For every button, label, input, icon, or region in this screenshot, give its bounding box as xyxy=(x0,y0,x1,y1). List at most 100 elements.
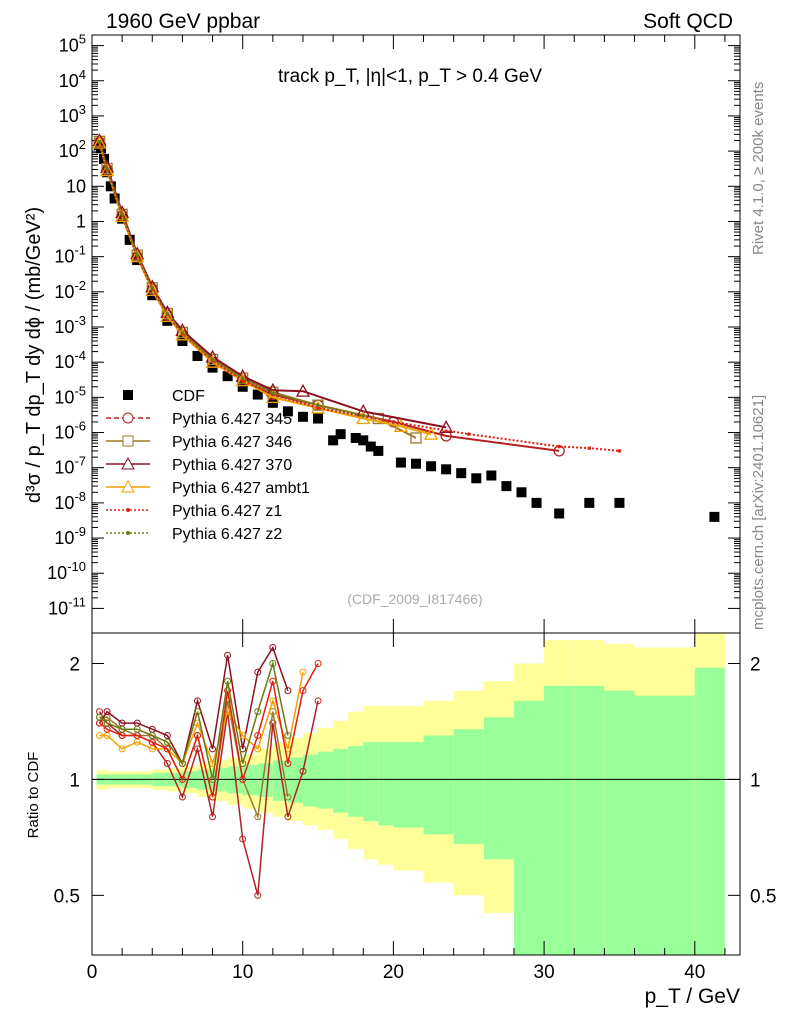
ratio-band-inner xyxy=(318,751,334,809)
cdf-point xyxy=(124,234,135,245)
main-panel: track p_T, |η|<1, p_T > 0.4 GeV (CDF_200… xyxy=(23,32,741,634)
ratio-point xyxy=(163,732,171,740)
mc-point xyxy=(145,283,160,297)
mc-point xyxy=(316,403,320,407)
main-y-ticks: 10-1110-1010-910-810-710-610-510-410-310… xyxy=(47,32,740,618)
ratio-point xyxy=(269,659,277,667)
cdf-point xyxy=(486,470,497,481)
mc-point xyxy=(180,330,185,335)
ratio-band-inner xyxy=(393,742,424,828)
ratio-point xyxy=(269,644,277,652)
mc-point xyxy=(617,449,622,453)
ratio-series-4 xyxy=(96,659,322,801)
ratio-band-inner xyxy=(423,735,454,835)
cdf-point xyxy=(313,413,324,424)
ratio-point xyxy=(178,775,186,783)
ratio-point xyxy=(133,738,141,746)
main-plot-frame xyxy=(91,34,741,634)
ratio-series-group xyxy=(96,644,322,899)
cdf-point xyxy=(584,497,595,508)
cdf-point xyxy=(358,435,369,446)
ratio-point xyxy=(254,732,262,740)
ratio-point xyxy=(209,745,217,753)
mc-point xyxy=(295,383,311,397)
ratio-point xyxy=(284,759,292,767)
mc-point xyxy=(356,411,371,425)
ratio-y-axis-label: Ratio to CDF xyxy=(25,752,42,839)
legend: CDF Pythia 6.427 345 Pythia 6.427 346 Pythi… xyxy=(106,388,310,543)
mc-point xyxy=(130,249,145,263)
mc-point xyxy=(466,432,471,436)
mc-point xyxy=(271,391,275,396)
mc-point xyxy=(310,400,326,414)
ratio-band-inner xyxy=(513,700,545,955)
main-series-group xyxy=(92,133,720,522)
legend-item: Pythia 6.427 346 xyxy=(106,434,292,451)
ratio-band-inner xyxy=(634,695,695,955)
main-y-tick-label: 10-9 xyxy=(54,524,86,548)
legend-marker xyxy=(122,412,134,424)
ratio-point xyxy=(209,775,217,783)
main-y-tick-label: 105 xyxy=(59,32,86,56)
legend-item: CDF xyxy=(123,388,205,405)
ratio-point xyxy=(299,687,307,695)
ratio-y-tick-label: 1 xyxy=(69,770,80,791)
main-y-tick-label: 10-11 xyxy=(48,594,86,618)
ratio-point xyxy=(254,668,262,676)
ratio-point xyxy=(299,767,307,775)
ratio-line xyxy=(99,671,304,766)
x-axis-label: p_T / GeV xyxy=(645,985,740,1008)
legend-label: Pythia 6.427 345 xyxy=(172,411,292,428)
header-left: 1960 GeV ppbar xyxy=(106,10,260,33)
cdf-point xyxy=(456,468,467,479)
ratio-point xyxy=(163,738,171,746)
legend-item: Pythia 6.427 ambt1 xyxy=(106,479,310,497)
series-5 xyxy=(97,140,622,453)
cdf-point xyxy=(105,181,116,192)
cdf-point xyxy=(531,497,542,508)
cdf-point xyxy=(192,350,203,361)
ratio-band-inner xyxy=(302,754,319,807)
cdf-point xyxy=(109,193,120,204)
cdf-point xyxy=(237,381,248,392)
mc-point xyxy=(265,389,280,404)
ratio-point xyxy=(118,745,126,753)
cdf-point xyxy=(252,389,263,400)
ratio-band-inner xyxy=(378,742,394,826)
ratio-y-ticks: 0.5 0.5 1 1 2 2 xyxy=(54,654,777,907)
cdf-point xyxy=(177,335,188,346)
main-y-tick-label: 10-8 xyxy=(54,489,86,513)
main-y-tick-label: 104 xyxy=(59,67,86,91)
cdf-point xyxy=(335,429,346,440)
ratio-point xyxy=(269,719,277,727)
ratio-point xyxy=(148,745,156,753)
ratio-band-inner xyxy=(604,690,635,955)
legend-label: Pythia 6.427 ambt1 xyxy=(172,480,310,497)
mc-point xyxy=(391,420,396,424)
main-y-tick-label: 10-2 xyxy=(54,278,86,302)
main-y-tick-label: 10-10 xyxy=(47,559,86,583)
ratio-band-inner xyxy=(348,746,364,817)
ratio-point xyxy=(193,732,201,740)
legend-label: Pythia 6.427 346 xyxy=(172,434,292,451)
cdf-point xyxy=(350,432,361,443)
mc-point xyxy=(99,163,115,177)
main-y-tick-label: 10-6 xyxy=(54,419,86,443)
main-y-axis-label: d³σ / p_T dp_T dy dϕ / (mb/GeV²) xyxy=(23,207,45,503)
cdf-point xyxy=(501,481,512,492)
header-right: Soft QCD xyxy=(643,10,733,33)
ratio-panel: Ratio to CDF 0.5 0.5 1 1 2 2 xyxy=(25,632,777,956)
ratio-point xyxy=(284,687,292,695)
ratio-point xyxy=(193,708,201,716)
ratio-point xyxy=(239,775,247,783)
legend-label: Pythia 6.427 370 xyxy=(172,457,292,474)
x-tick-label: 0 xyxy=(87,962,98,983)
mc-point xyxy=(557,444,561,449)
legend-marker xyxy=(121,479,135,493)
mc-point xyxy=(312,399,324,411)
legend-item: Pythia 6.427 345 xyxy=(106,411,292,428)
main-y-tick-label: 10 xyxy=(66,176,86,196)
legend-label: CDF xyxy=(172,388,205,405)
cdf-point xyxy=(282,406,293,417)
legend-marker xyxy=(121,456,135,470)
